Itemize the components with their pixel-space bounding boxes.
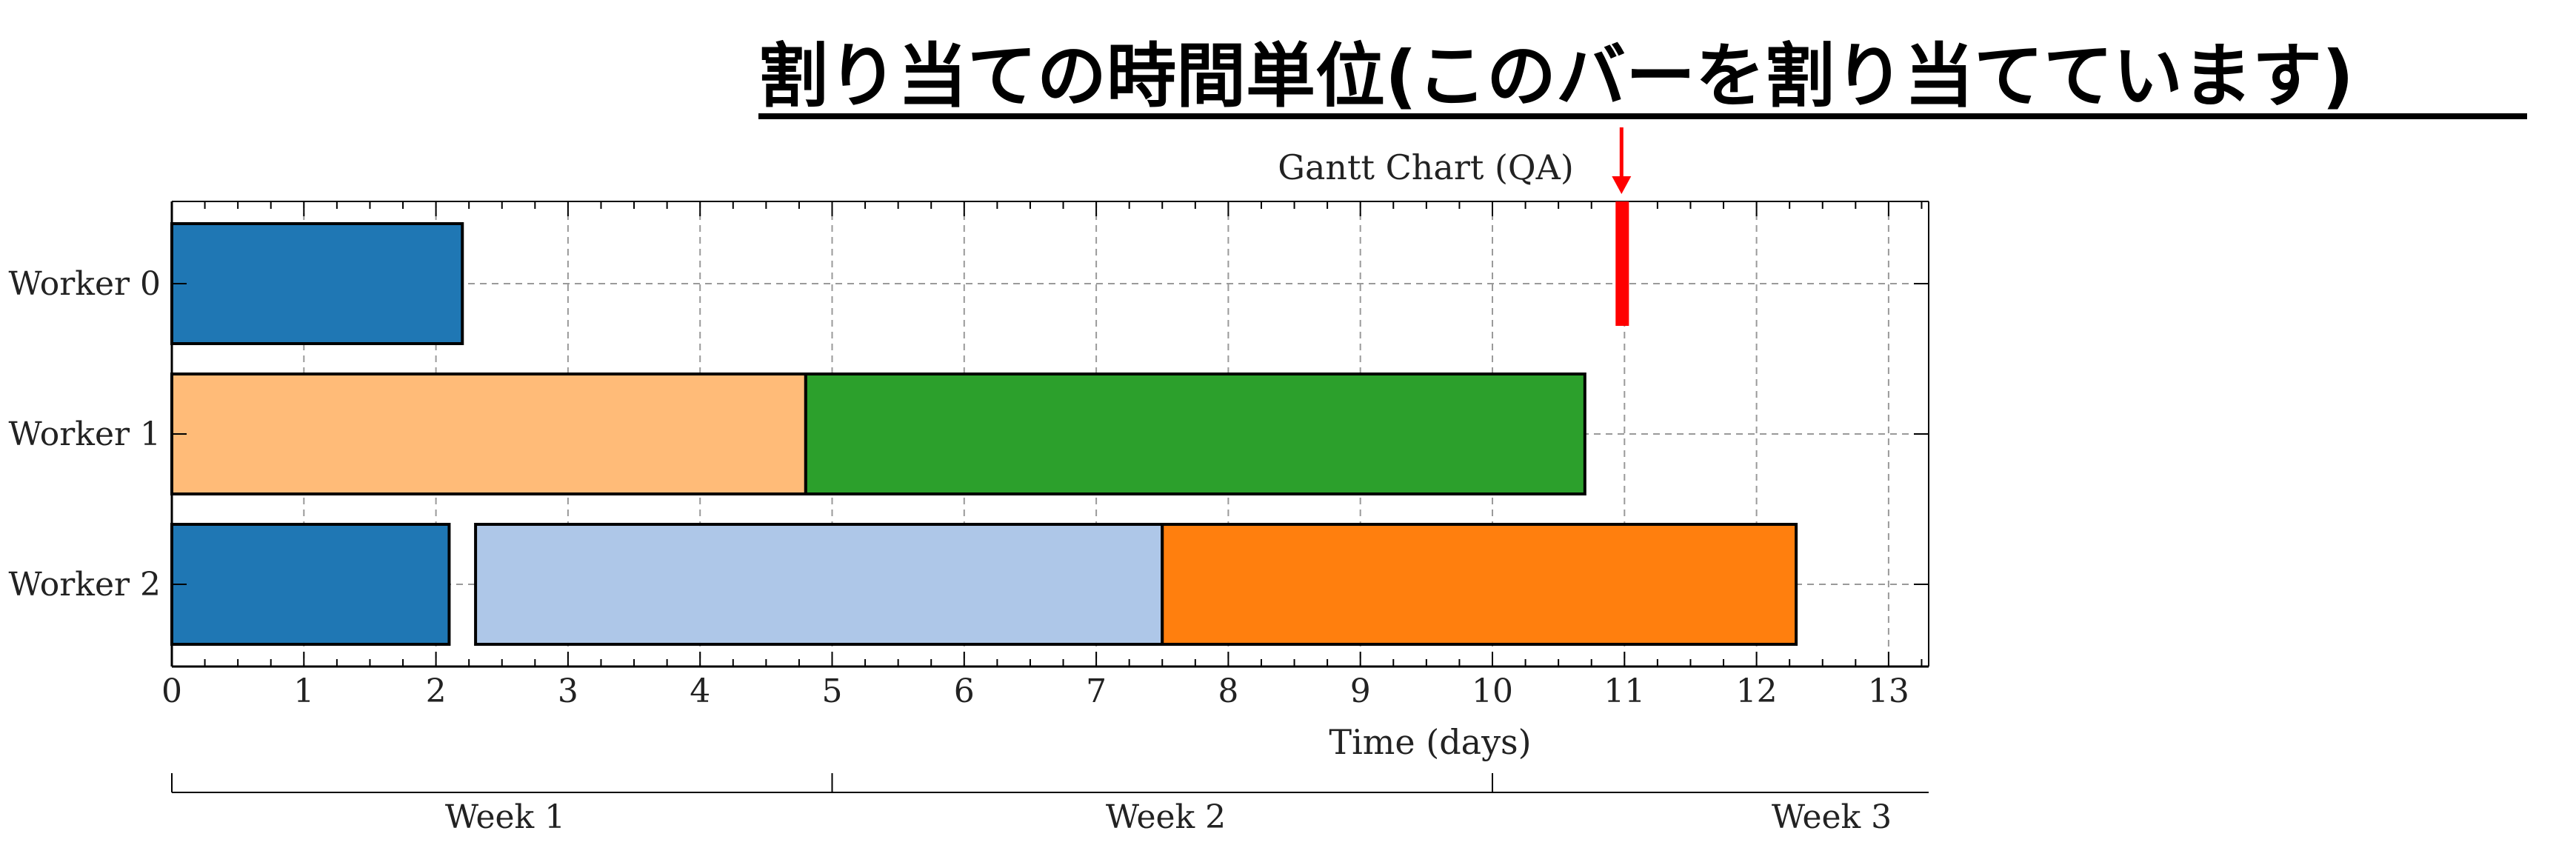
- x-axis-label: Time (days): [1329, 722, 1531, 762]
- chart-title: Gantt Chart (QA): [1278, 147, 1574, 187]
- x-tick-label: 13: [1868, 672, 1909, 710]
- annotation-underline: [758, 113, 2527, 119]
- task-bar: [170, 222, 464, 345]
- annotation-text: 割り当ての時間単位(このバーを割り当てています): [758, 36, 2354, 117]
- x-tick-label: 12: [1736, 672, 1778, 710]
- x-tick-label: 0: [161, 672, 182, 710]
- y-tick-label: Worker 0: [9, 265, 161, 303]
- x-tick-label: 9: [1350, 672, 1371, 710]
- x-tick-label: 1: [293, 672, 314, 710]
- x-tick-label: 3: [558, 672, 578, 710]
- x-tick-label: 8: [1218, 672, 1238, 710]
- week-label: Week 2: [1106, 798, 1226, 836]
- annotation-arrow-head: [1612, 176, 1632, 194]
- x-tick-label: 7: [1086, 672, 1107, 710]
- x-tick-label: 4: [690, 672, 710, 710]
- task-bar: [170, 373, 807, 495]
- week-label: Week 3: [1772, 798, 1892, 836]
- task-bars: [170, 222, 1798, 646]
- x-tick-label: 5: [822, 672, 843, 710]
- x-tick-label: 6: [954, 672, 975, 710]
- x-tick-label: 11: [1604, 672, 1645, 710]
- x-tick-label: 10: [1472, 672, 1513, 710]
- y-tick-label: Worker 1: [9, 415, 161, 453]
- task-bar: [804, 373, 1586, 495]
- x-tick-label: 2: [426, 672, 447, 710]
- annotation-marker-bar: [1615, 201, 1629, 326]
- task-bar: [474, 523, 1164, 646]
- week-axis: Week 1 Week 2 Week 3: [171, 773, 1929, 836]
- task-bar: [170, 523, 451, 646]
- y-tick-label: Worker 2: [9, 566, 161, 604]
- annotation: 割り当ての時間単位(このバーを割り当てています): [758, 36, 2527, 326]
- task-bar: [1161, 523, 1798, 646]
- week-label: Week 1: [445, 798, 565, 836]
